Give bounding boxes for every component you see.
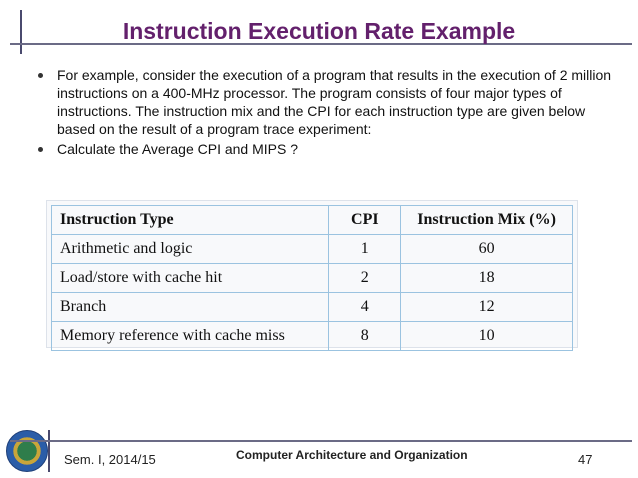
footer-page-number: 47	[578, 452, 593, 467]
cell-instruction-type: Arithmetic and logic	[50, 234, 330, 264]
cell-instruction-type: Load/store with cache hit	[50, 263, 330, 293]
table-row: Memory reference with cache miss 8 10	[50, 321, 573, 351]
cell-cpi: 4	[328, 292, 402, 322]
bullet-dot-icon	[38, 73, 43, 78]
slide-title: Instruction Execution Rate Example	[122, 18, 516, 44]
table-row: Load/store with cache hit 2 18	[50, 263, 573, 293]
bullet-item: Calculate the Average CPI and MIPS ?	[36, 140, 616, 158]
bullet-text: For example, consider the execution of a…	[57, 67, 612, 137]
cell-instruction-type: Memory reference with cache miss	[50, 321, 330, 351]
header-instruction-mix: Instruction Mix (%)	[400, 205, 573, 235]
top-horizontal-rule	[10, 43, 632, 45]
cell-instruction-mix: 60	[400, 234, 573, 264]
cell-instruction-mix: 18	[400, 263, 573, 293]
bottom-horizontal-rule	[10, 440, 632, 442]
table-header-row: Instruction Type CPI Instruction Mix (%)	[50, 205, 573, 235]
university-seal-icon	[6, 430, 48, 472]
table-row: Branch 4 12	[50, 292, 573, 322]
bullet-item: For example, consider the execution of a…	[36, 66, 616, 138]
header-instruction-type: Instruction Type	[50, 205, 330, 235]
bullet-dot-icon	[38, 147, 43, 152]
table-panel: Instruction Type CPI Instruction Mix (%)…	[46, 200, 578, 351]
footer-course: Computer Architecture and Organization	[236, 448, 468, 462]
cell-cpi: 8	[328, 321, 402, 351]
cell-cpi: 1	[328, 234, 402, 264]
table-row: Arithmetic and logic 1 60	[50, 234, 573, 264]
top-vertical-rule	[20, 10, 22, 54]
footer-semester: Sem. I, 2014/15	[64, 452, 156, 467]
instruction-mix-table: Instruction Type CPI Instruction Mix (%)…	[50, 205, 573, 351]
bullet-text: Calculate the Average CPI and MIPS ?	[57, 141, 298, 157]
header-cpi: CPI	[328, 205, 402, 235]
bottom-vertical-rule	[48, 430, 50, 472]
bullet-list: For example, consider the execution of a…	[36, 66, 616, 160]
cell-instruction-type: Branch	[50, 292, 330, 322]
cell-instruction-mix: 10	[400, 321, 573, 351]
cell-cpi: 2	[328, 263, 402, 293]
cell-instruction-mix: 12	[400, 292, 573, 322]
